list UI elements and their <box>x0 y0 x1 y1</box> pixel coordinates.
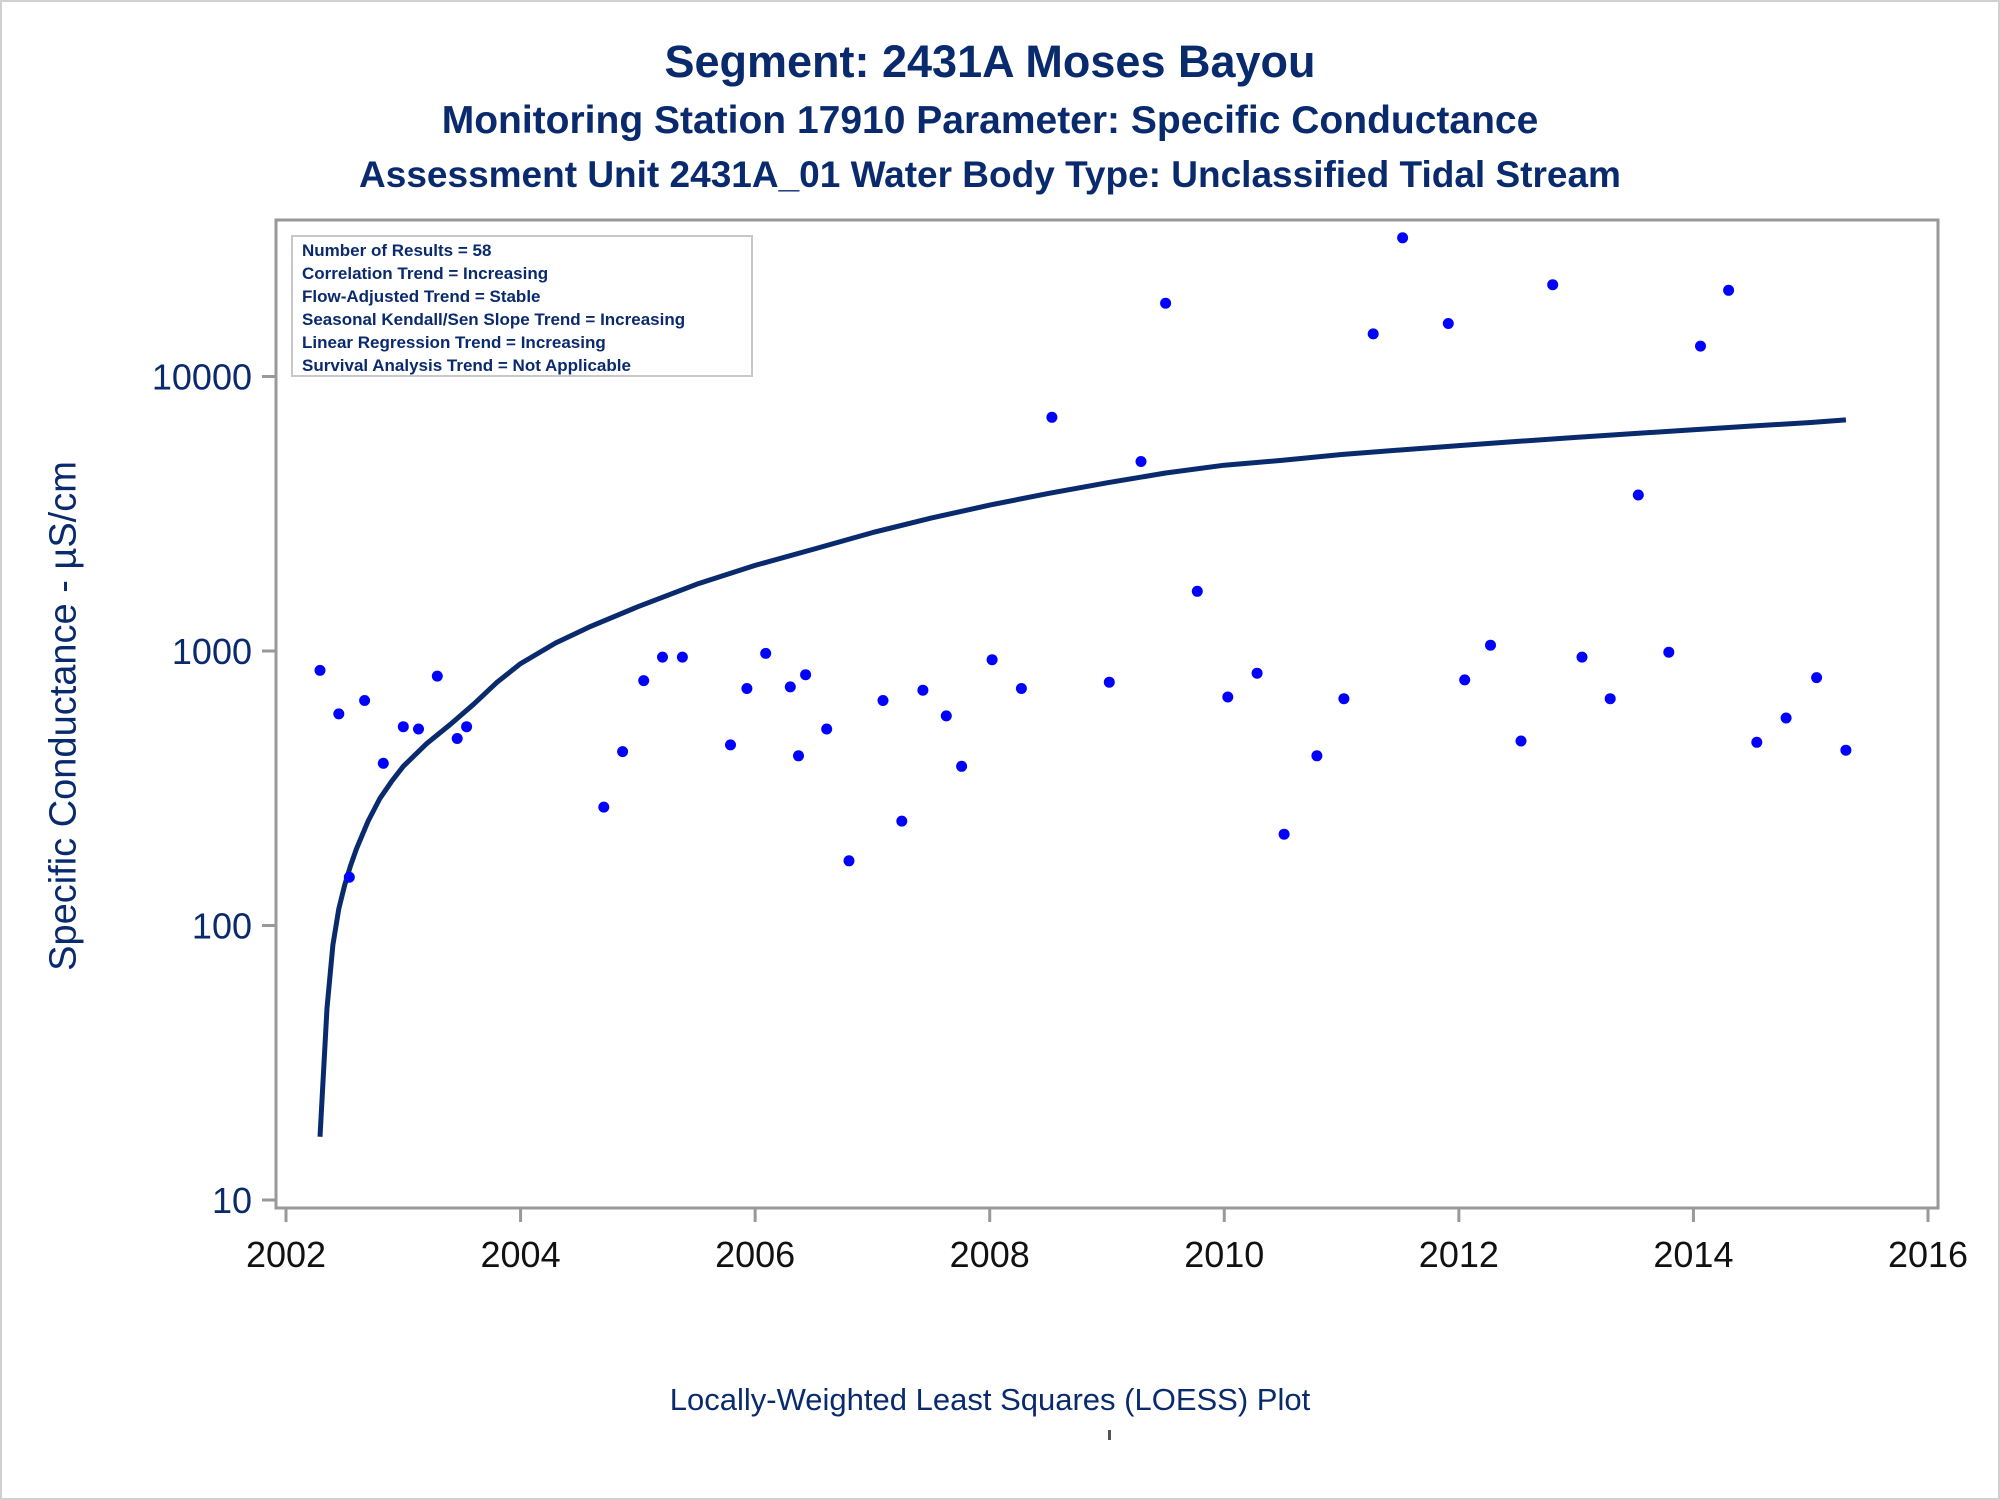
x-tick-label: 2014 <box>1653 1234 1733 1275</box>
legend-line: Correlation Trend = Increasing <box>302 264 548 283</box>
data-point <box>1604 693 1616 705</box>
x-tick-label: 2012 <box>1419 1234 1499 1275</box>
data-point <box>359 695 371 706</box>
x-tick-label: 2008 <box>950 1234 1030 1275</box>
data-point <box>1278 828 1290 840</box>
data-point <box>1663 646 1675 658</box>
data-point <box>1840 744 1852 756</box>
x-tick-label: 2010 <box>1184 1234 1264 1275</box>
data-point <box>725 739 736 751</box>
legend-box <box>291 235 753 377</box>
chart-subtitle-station: Monitoring Station 17910 Parameter: Spec… <box>441 99 1539 142</box>
y-axis: 10 100 1000 10000 <box>152 357 276 1221</box>
legend-line: Number of Results = 58 <box>302 241 491 260</box>
data-point <box>784 681 796 693</box>
legend-line: Flow-Adjusted Trend = Stable <box>302 287 541 306</box>
x-tick-label: 2004 <box>481 1234 561 1275</box>
data-point <box>1695 340 1706 352</box>
data-point <box>461 721 473 733</box>
data-point <box>657 651 668 663</box>
data-point <box>760 647 772 659</box>
data-point <box>1367 328 1379 340</box>
data-point <box>1160 297 1172 309</box>
data-point <box>1576 651 1588 663</box>
plot-area <box>274 218 1940 1210</box>
data-point <box>314 664 326 676</box>
footnote-tick-mark <box>1108 1430 1111 1440</box>
data-point <box>397 721 409 733</box>
data-point <box>1515 735 1527 747</box>
data-point <box>956 760 968 772</box>
data-point <box>1632 489 1644 501</box>
data-point <box>343 871 355 883</box>
data-point <box>821 723 833 735</box>
data-point <box>800 669 812 681</box>
y-tick-label: 100 <box>192 906 252 947</box>
x-tick-label: 2016 <box>1888 1234 1968 1275</box>
loess-curve-layer <box>317 417 1847 1137</box>
plot-footnote: Locally-Weighted Least Squares (LOESS) P… <box>669 1382 1311 1417</box>
data-point <box>638 675 650 687</box>
data-point <box>917 684 929 696</box>
data-point <box>877 695 889 706</box>
data-point <box>896 815 908 827</box>
data-point <box>1442 318 1454 329</box>
data-point <box>1222 691 1234 703</box>
x-axis: 2002 2004 2006 2008 2010 2012 2014 2016 <box>246 1208 1968 1275</box>
legend-line: Seasonal Kendall/Sen Slope Trend = Incre… <box>302 310 685 329</box>
data-point <box>617 746 629 758</box>
data-point <box>451 733 463 744</box>
data-point <box>1103 676 1115 688</box>
data-point <box>1751 736 1763 748</box>
data-point <box>1046 411 1058 423</box>
y-tick-label: 1000 <box>172 631 252 672</box>
data-point <box>377 757 389 769</box>
y-tick-label: 10000 <box>152 357 252 398</box>
data-point <box>1311 750 1323 762</box>
chart-subtitle-assessment: Assessment Unit 2431A_01 Water Body Type… <box>359 154 1621 195</box>
y-tick-label: 10 <box>212 1180 252 1221</box>
data-point <box>1338 693 1350 705</box>
data-points-layer <box>314 232 1852 883</box>
data-point <box>333 708 345 720</box>
x-tick-label: 2002 <box>246 1234 326 1275</box>
data-point <box>1251 667 1263 679</box>
data-point <box>940 710 952 722</box>
data-point <box>431 670 443 682</box>
data-point <box>1459 674 1471 686</box>
data-point <box>1723 284 1735 296</box>
chart-title: Segment: 2431A Moses Bayou <box>664 36 1316 87</box>
data-point <box>1485 639 1496 651</box>
data-point <box>1135 456 1147 467</box>
data-point <box>843 855 855 867</box>
data-point <box>1811 672 1823 684</box>
x-tick-label: 2006 <box>715 1234 795 1275</box>
data-point <box>741 683 753 694</box>
trend-legend: Number of Results = 58 Correlation Trend … <box>291 235 753 377</box>
data-point <box>598 801 610 813</box>
loess-curve-line <box>317 417 1847 1137</box>
data-point <box>793 750 804 762</box>
data-point <box>1397 232 1409 244</box>
legend-line: Survival Analysis Trend = Not Applicable <box>302 356 631 375</box>
data-point <box>413 723 424 735</box>
data-point <box>676 651 688 663</box>
data-point <box>1191 585 1203 597</box>
data-point <box>986 654 998 666</box>
data-point <box>1547 279 1559 291</box>
data-point <box>1015 683 1027 694</box>
legend-line: Linear Regression Trend = Increasing <box>302 333 606 352</box>
data-point <box>1780 712 1792 724</box>
